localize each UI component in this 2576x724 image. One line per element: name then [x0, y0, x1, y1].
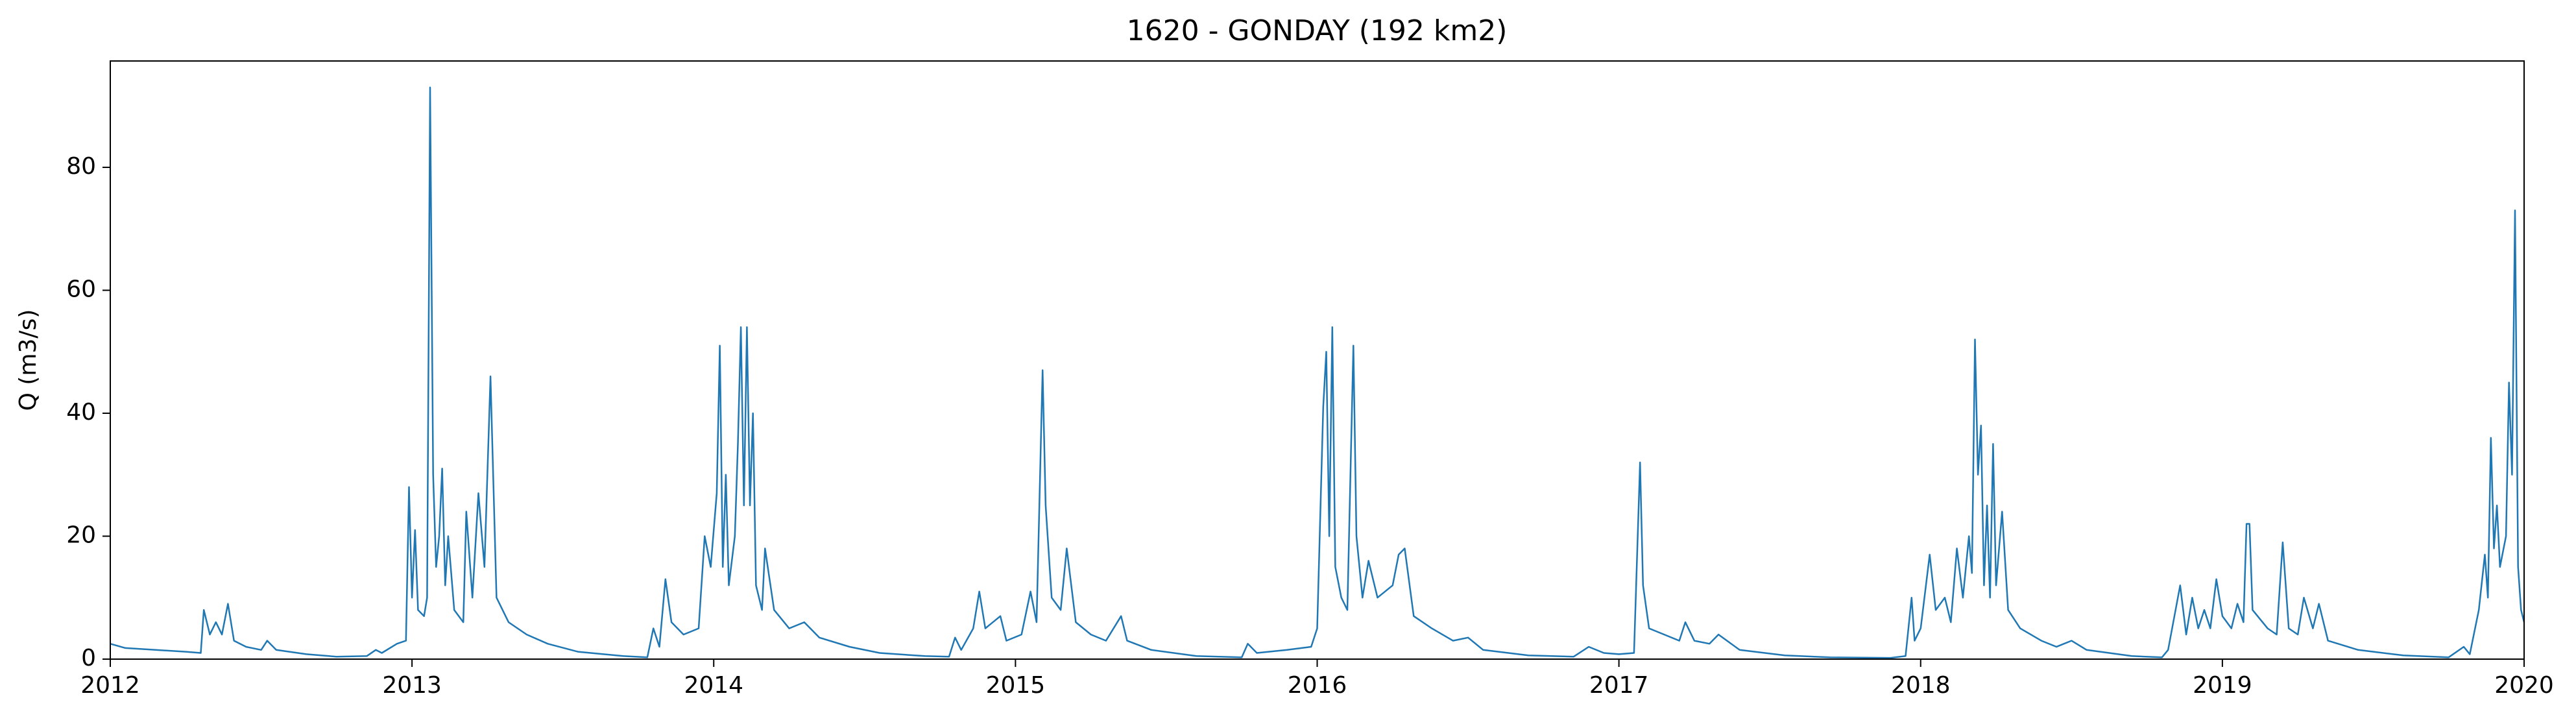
x-tick-label: 2017: [1589, 672, 1649, 699]
y-tick-label: 80: [66, 153, 96, 180]
x-tick-label: 2018: [1891, 672, 1951, 699]
y-tick-label: 60: [66, 276, 96, 302]
y-tick-label: 40: [66, 399, 96, 426]
y-tick-label: 20: [66, 522, 96, 548]
chart-title: 1620 - GONDAY (192 km2): [1127, 14, 1508, 47]
plot-frame: [110, 60, 2525, 660]
x-tick-label: 2020: [2494, 672, 2554, 699]
y-tick-label: 0: [81, 645, 96, 671]
x-tick-label: 2014: [684, 672, 743, 699]
y-axis-label: Q (m3/s): [15, 309, 42, 411]
x-tick-label: 2012: [80, 672, 140, 699]
x-tick-label: 2013: [382, 672, 442, 699]
x-tick-label: 2016: [1288, 672, 1347, 699]
x-tick-label: 2019: [2193, 672, 2252, 699]
data-line: [110, 86, 2525, 659]
x-tick-label: 2015: [986, 672, 1046, 699]
